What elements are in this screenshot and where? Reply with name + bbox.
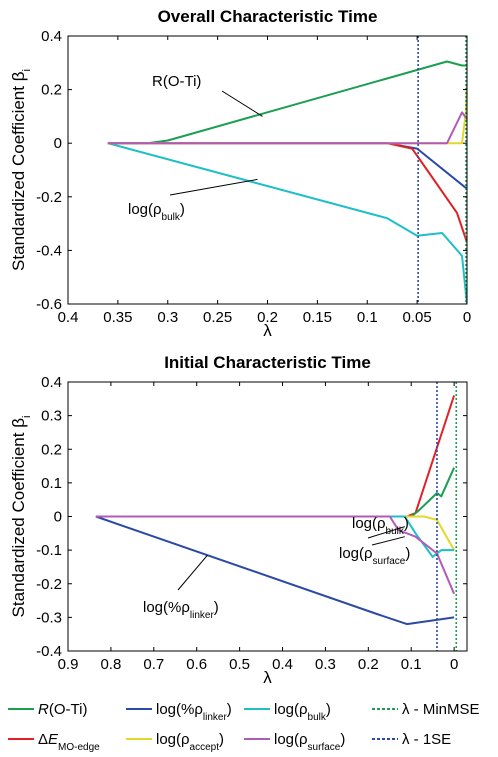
series-line-bulk [95, 515, 455, 558]
chart-title: Initial Characteristic Time [164, 353, 371, 372]
annotation-bulk: log(ρbulk) [352, 515, 409, 539]
x-axis-label: λ [263, 321, 272, 340]
x-tick-label: 0.35 [103, 309, 132, 326]
x-tick-label: 0.1 [357, 309, 378, 326]
chart-title: Overall Characteristic Time [158, 7, 378, 26]
annotation-pointer [221, 90, 263, 117]
series-line-rOTi [95, 467, 456, 518]
x-tick-label: 0.3 [157, 309, 178, 326]
annotation-bulk: log(ρbulk) [128, 178, 258, 223]
series-line-dE [95, 395, 456, 518]
legend-item-minmse: λ - MinMSE [372, 701, 480, 718]
y-tick-label: -0.2 [36, 576, 62, 593]
x-tick-label: 0.15 [303, 309, 332, 326]
y-axis-label: Standardized Coefficient βi [9, 416, 33, 618]
legend-label: ΔEMO-edge [38, 731, 100, 753]
y-tick-label: 0.2 [41, 441, 62, 458]
legend: R(O-Ti) log(%ρlinker) log(ρbulk) λ - MinMSE… [8, 701, 480, 753]
series-group [95, 395, 456, 626]
legend-item-rOTi: R(O-Ti) [8, 701, 87, 718]
y-tick-label: -0.1 [36, 542, 62, 559]
x-tick-label: 0.8 [100, 656, 121, 673]
y-tick-label: 0.2 [41, 82, 62, 99]
annotation-rOTi: R(O-Ti) [152, 73, 263, 117]
legend-label: log(ρaccept) [156, 731, 224, 753]
y-tick-label: 0.1 [41, 475, 62, 492]
legend-item-surface: log(ρsurface) [244, 731, 345, 753]
legend-label: log(ρbulk) [274, 701, 331, 723]
plot-frame [67, 35, 468, 305]
annotation-pointer [177, 554, 208, 591]
legend-label: log(ρsurface) [274, 731, 345, 753]
annotation-label: log(ρsurface) [339, 545, 410, 567]
series-line-linker [95, 515, 455, 626]
series-line-accept [107, 84, 467, 145]
annotation-pointer [367, 526, 405, 539]
annotation-pointer [371, 536, 405, 546]
x-tick-label: 0.25 [203, 309, 232, 326]
y-tick-label: 0 [54, 135, 62, 152]
legend-item-bulk: log(ρbulk) [244, 701, 331, 723]
x-tick-label: 0.9 [58, 656, 79, 673]
legend-label: λ - 1SE [402, 731, 451, 748]
y-tick-label: -0.4 [36, 643, 62, 660]
legend-item-dE: ΔEMO-edge [8, 731, 100, 753]
chart-panel-1: Overall Characteristic Time 0.4 0.35 0.3 0.2… [9, 7, 471, 340]
annotation-label: log(ρbulk) [352, 515, 409, 537]
y-tick-label: -0.3 [36, 609, 62, 626]
annotation-label: log(ρbulk) [128, 201, 185, 223]
y-tick-label: -0.4 [36, 242, 62, 259]
x-tick-label: 0.1 [401, 656, 422, 673]
legend-label: R(O-Ti) [38, 701, 87, 718]
annotation-linker: log(%ρlinker) [143, 554, 219, 621]
series-line-surface [95, 515, 456, 595]
series-group [107, 60, 467, 304]
series-line-bulk [107, 142, 467, 304]
x-tick-label: 0 [450, 656, 458, 673]
x-tick-label: 0.05 [403, 309, 432, 326]
x-tick-label: 0.2 [257, 309, 278, 326]
annotation-label: log(%ρlinker) [143, 599, 219, 621]
legend-item-1se: λ - 1SE [372, 731, 451, 748]
y-axis-label: Standardized Coefficient βi [9, 69, 33, 271]
y-tick-label: 0.4 [41, 28, 62, 45]
annotation-pointer [169, 178, 258, 196]
annotation-label: R(O-Ti) [152, 73, 201, 90]
x-tick-label: 0 [463, 309, 471, 326]
series-line-surface [107, 111, 467, 145]
y-tick-label: -0.2 [36, 189, 62, 206]
x-tick-label: 0.6 [186, 656, 207, 673]
x-tick-label: 0.4 [272, 656, 293, 673]
x-tick-label: 0.2 [358, 656, 379, 673]
y-tick-label: 0 [54, 509, 62, 526]
x-tick-label: 0.7 [143, 656, 164, 673]
y-tick-label: 0.4 [41, 374, 62, 391]
legend-label: λ - MinMSE [402, 701, 480, 718]
annotation-surface: log(ρsurface) [339, 536, 410, 567]
chart-panel-2: Initial Characteristic Time 0.9 0.8 0.7 0.6 0… [9, 353, 468, 687]
legend-item-linker: log(%ρlinker) [126, 701, 232, 723]
x-axis-label: λ [263, 668, 272, 687]
legend-label: log(%ρlinker) [156, 701, 232, 723]
x-tick-label: 0.3 [315, 656, 336, 673]
legend-item-accept: log(ρaccept) [126, 731, 224, 753]
y-tick-label: 0.3 [41, 408, 62, 425]
y-tick-label: -0.6 [36, 296, 62, 313]
x-tick-label: 0.4 [58, 309, 79, 326]
x-tick-label: 0.5 [229, 656, 250, 673]
